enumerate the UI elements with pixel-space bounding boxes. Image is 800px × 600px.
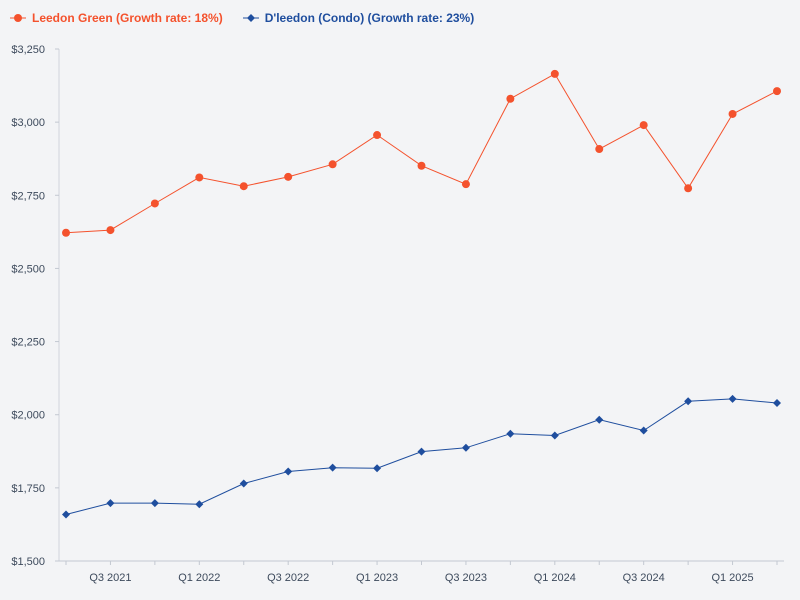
data-point-1	[150, 499, 159, 508]
series-line-0	[65, 73, 778, 234]
data-point-0	[728, 109, 737, 118]
data-point-0	[150, 199, 159, 208]
data-point-0	[639, 121, 648, 130]
x-tick-label: Q3 2024	[623, 572, 665, 584]
data-point-0	[506, 94, 515, 103]
data-point-0	[461, 180, 470, 189]
data-point-0	[417, 161, 426, 170]
data-point-0	[595, 145, 604, 154]
circle-marker-icon	[10, 14, 26, 22]
x-tick-label: Q1 2024	[534, 572, 576, 584]
data-point-1	[417, 447, 426, 456]
data-point-0	[62, 228, 70, 237]
data-point-1	[639, 426, 648, 435]
data-point-1	[328, 463, 337, 472]
series-line-1	[65, 398, 778, 515]
data-point-0	[773, 87, 781, 96]
data-point-1	[373, 464, 382, 473]
data-point-0	[373, 131, 382, 140]
y-tick-label: $2,250	[11, 337, 45, 349]
data-point-1	[506, 429, 515, 438]
diamond-marker-icon	[242, 14, 259, 22]
data-point-1	[106, 499, 115, 508]
data-point-0	[328, 160, 337, 169]
data-point-1	[461, 443, 470, 452]
y-tick-label: $3,250	[11, 44, 45, 56]
x-tick-label: Q1 2025	[711, 572, 753, 584]
legend: Leedon Green (Growth rate: 18%) D'leedon…	[10, 9, 474, 27]
x-tick-label: Q3 2023	[445, 572, 487, 584]
x-tick-label: Q1 2022	[178, 572, 220, 584]
data-point-1	[239, 479, 248, 488]
y-tick-label: $1,500	[11, 556, 45, 568]
data-point-0	[239, 182, 248, 191]
y-tick-label: $1,750	[11, 483, 45, 495]
data-point-0	[284, 172, 293, 181]
data-point-0	[684, 184, 693, 193]
data-point-0	[550, 69, 559, 78]
y-tick-label: $3,000	[11, 117, 45, 129]
x-tick-label: Q1 2023	[356, 572, 398, 584]
data-point-1	[684, 397, 693, 406]
data-point-1	[728, 394, 737, 403]
legend-label-dleedon: D'leedon (Condo) (Growth rate: 23%)	[264, 11, 475, 25]
data-point-1	[773, 399, 781, 408]
data-point-1	[62, 510, 70, 519]
y-tick-label: $2,500	[11, 263, 45, 275]
legend-item-leedon-green[interactable]: Leedon Green (Growth rate: 18%)	[10, 11, 223, 25]
data-point-0	[106, 226, 115, 235]
data-point-1	[284, 467, 293, 476]
legend-item-dleedon[interactable]: D'leedon (Condo) (Growth rate: 23%)	[242, 11, 475, 25]
data-point-1	[595, 415, 604, 424]
data-point-1	[195, 500, 204, 509]
data-point-1	[550, 431, 559, 440]
data-point-0	[195, 173, 204, 182]
legend-label-leedon-green: Leedon Green (Growth rate: 18%)	[32, 11, 223, 25]
x-tick-label: Q3 2022	[267, 572, 309, 584]
y-tick-label: $2,000	[11, 410, 45, 422]
y-tick-label: $2,750	[11, 190, 45, 202]
x-tick-label: Q3 2021	[89, 572, 131, 584]
